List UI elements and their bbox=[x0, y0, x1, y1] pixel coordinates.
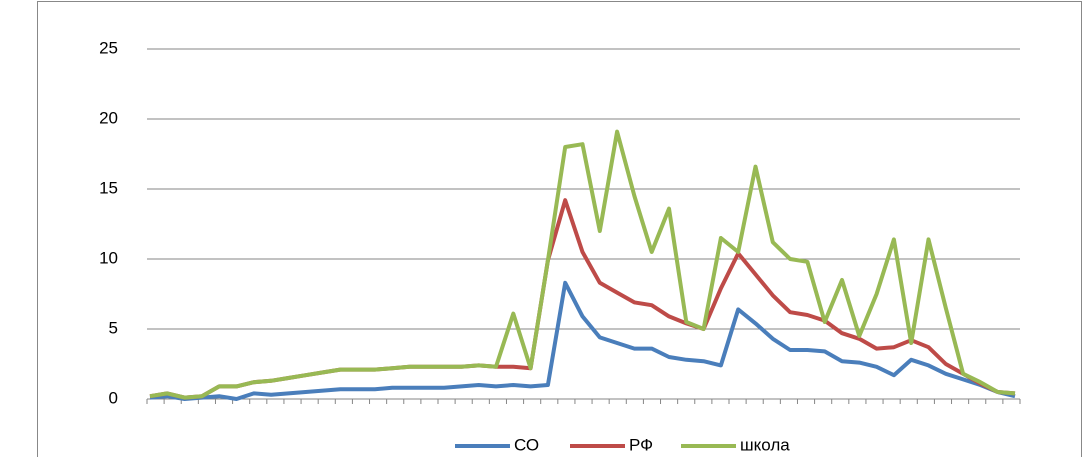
y-tick-label: 0 bbox=[109, 388, 118, 407]
series-line bbox=[149, 129, 1016, 400]
y-tick-label: 20 bbox=[99, 108, 118, 127]
series-line bbox=[149, 198, 1016, 400]
y-tick-label: 5 bbox=[109, 318, 118, 337]
chart-frame bbox=[37, 1, 1082, 457]
y-tick-label: 15 bbox=[99, 178, 118, 197]
series-line bbox=[149, 280, 1016, 401]
legend-label: школа bbox=[740, 435, 790, 454]
legend-label: РФ bbox=[629, 435, 653, 454]
y-tick-label: 25 bbox=[99, 38, 118, 57]
legend-label: СО bbox=[514, 435, 539, 454]
y-tick-label: 10 bbox=[99, 248, 118, 267]
